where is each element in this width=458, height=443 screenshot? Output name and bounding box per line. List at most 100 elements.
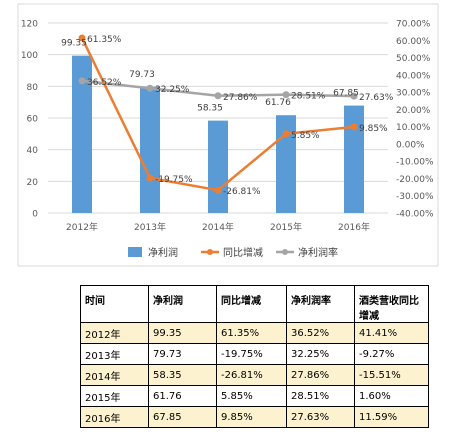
series-point bbox=[78, 34, 86, 42]
series-point bbox=[214, 186, 222, 194]
legend: 净利润 同比增减 净利润率 bbox=[128, 246, 338, 259]
x-tick-label: 2013年 bbox=[134, 221, 166, 233]
left-axis-ticks: 0 20 40 60 80 100 120 bbox=[21, 20, 38, 220]
x-tick-label: 2014年 bbox=[202, 221, 234, 233]
table-header-cell: 同比增减 bbox=[216, 285, 287, 323]
table-cell: 99.35 bbox=[148, 322, 217, 344]
series-point bbox=[146, 174, 154, 182]
data-table: 时间 净利润 同比增减 净利润率 酒类营收同比增减 2012年 99.35 61.35% 36.… bbox=[80, 285, 429, 428]
series-point bbox=[282, 91, 290, 99]
table-cell: 61.76 bbox=[148, 385, 217, 407]
bar bbox=[72, 55, 92, 214]
right-tick-label: -30.00% bbox=[396, 192, 434, 202]
bar bbox=[208, 120, 228, 213]
line-data-label: 5.85% bbox=[291, 131, 320, 141]
x-tick-label: 2015年 bbox=[270, 221, 302, 233]
left-tick-label: 40 bbox=[27, 146, 39, 156]
table-row: 2014年 58.35 -26.81% 27.86% -15.51% bbox=[80, 364, 429, 386]
table-cell: 67.85 bbox=[148, 406, 217, 428]
line-data-label: 61.35% bbox=[87, 35, 122, 45]
table-header-row: 时间 净利润 同比增减 净利润率 酒类营收同比增减 bbox=[80, 285, 429, 323]
bar-data-label: 61.76 bbox=[265, 98, 291, 108]
line-data-label: 9.85% bbox=[359, 124, 388, 134]
right-tick-label: 50.00% bbox=[396, 54, 431, 64]
series-point bbox=[146, 84, 154, 92]
bar-data-label: 99.35 bbox=[61, 39, 87, 49]
left-tick-label: 120 bbox=[21, 20, 38, 30]
x-tick-label: 2016年 bbox=[338, 221, 370, 233]
right-tick-label: 40.00% bbox=[396, 71, 431, 81]
table-header-cell: 净利润 bbox=[148, 285, 217, 323]
right-tick-label: -20.00% bbox=[396, 175, 434, 185]
line-data-label: -19.75% bbox=[155, 175, 193, 185]
x-axis-ticks: 2012年 2013年 2014年 2015年 2016年 bbox=[66, 221, 370, 233]
left-tick-label: 100 bbox=[21, 51, 38, 61]
table-cell: 5.85% bbox=[216, 385, 287, 407]
table-cell: 41.41% bbox=[354, 322, 429, 344]
bar bbox=[140, 86, 160, 213]
table-cell: 11.59% bbox=[354, 406, 429, 428]
left-tick-label: 20 bbox=[27, 178, 39, 188]
series-point bbox=[78, 77, 86, 85]
line-data-label: 27.63% bbox=[359, 93, 394, 103]
right-tick-label: 20.00% bbox=[396, 106, 431, 116]
legend-label: 净利润率 bbox=[298, 246, 338, 259]
table-row: 2013年 79.73 -19.75% 32.25% -9.27% bbox=[80, 343, 429, 365]
legend-swatch-marker bbox=[207, 249, 213, 255]
line-data-label: 27.86% bbox=[223, 93, 258, 103]
table-cell: 2014年 bbox=[80, 364, 149, 386]
bar bbox=[276, 115, 296, 213]
table-cell: -26.81% bbox=[216, 364, 287, 386]
series-point bbox=[350, 92, 358, 100]
combo-chart: 0 20 40 60 80 100 120 -40.00% -30.00% -20.00% -10… bbox=[17, 3, 439, 267]
bar-series bbox=[72, 55, 364, 214]
data-labels: 99.35 79.73 58.35 61.76 67.85 36.52% 32.25% 27.… bbox=[61, 35, 394, 197]
right-tick-label: 0.00% bbox=[396, 140, 425, 150]
table-cell: 2013年 bbox=[80, 343, 149, 365]
bar bbox=[344, 105, 364, 213]
legend-swatch-marker bbox=[282, 249, 288, 255]
table-cell: 27.86% bbox=[286, 364, 355, 386]
bar-data-label: 79.73 bbox=[129, 70, 155, 80]
table-cell: 32.25% bbox=[286, 343, 355, 365]
table-cell: 2016年 bbox=[80, 406, 149, 428]
left-tick-label: 60 bbox=[27, 115, 39, 125]
table-cell: 58.35 bbox=[148, 364, 217, 386]
table-cell: 2012年 bbox=[80, 322, 149, 344]
table-cell: 1.60% bbox=[354, 385, 429, 407]
line-data-label: -26.81% bbox=[223, 187, 261, 197]
left-tick-label: 80 bbox=[27, 83, 39, 93]
table-cell: 2015年 bbox=[80, 385, 149, 407]
table-row: 2016年 67.85 9.85% 27.63% 11.59% bbox=[80, 406, 429, 428]
right-axis-ticks: -40.00% -30.00% -20.00% -10.00% 0.00% 10.00% 2… bbox=[396, 20, 434, 220]
table-cell: 61.35% bbox=[216, 322, 287, 344]
series-point bbox=[214, 92, 222, 100]
line-data-label: 32.25% bbox=[155, 85, 190, 95]
legend-label: 净利润 bbox=[148, 246, 178, 259]
table-cell: -15.51% bbox=[354, 364, 429, 386]
table-cell: 27.63% bbox=[286, 406, 355, 428]
bar-data-label: 58.35 bbox=[197, 104, 223, 114]
table-row: 2015年 61.76 5.85% 28.51% 1.60% bbox=[80, 385, 429, 407]
table-cell: -19.75% bbox=[216, 343, 287, 365]
bar-data-label: 67.85 bbox=[333, 89, 359, 99]
table-header-cell: 酒类营收同比增减 bbox=[354, 285, 429, 323]
x-tick-label: 2012年 bbox=[66, 221, 98, 233]
right-tick-label: -10.00% bbox=[396, 158, 434, 168]
right-tick-label: 10.00% bbox=[396, 123, 431, 133]
table-row: 2012年 99.35 61.35% 36.52% 41.41% bbox=[80, 322, 429, 344]
table-cell: 36.52% bbox=[286, 322, 355, 344]
table-cell: 79.73 bbox=[148, 343, 217, 365]
series-point bbox=[282, 130, 290, 138]
line-series bbox=[78, 34, 358, 194]
line-data-label: 36.52% bbox=[87, 78, 122, 88]
right-tick-label: 60.00% bbox=[396, 37, 431, 47]
right-tick-label: 70.00% bbox=[396, 20, 431, 30]
legend-label: 同比增减 bbox=[223, 246, 263, 259]
left-tick-label: 0 bbox=[32, 210, 38, 220]
table-cell: 9.85% bbox=[216, 406, 287, 428]
right-tick-label: 30.00% bbox=[396, 89, 431, 99]
table-header-cell: 净利润率 bbox=[286, 285, 355, 323]
right-tick-label: -40.00% bbox=[396, 210, 434, 220]
legend-swatch bbox=[128, 247, 142, 257]
